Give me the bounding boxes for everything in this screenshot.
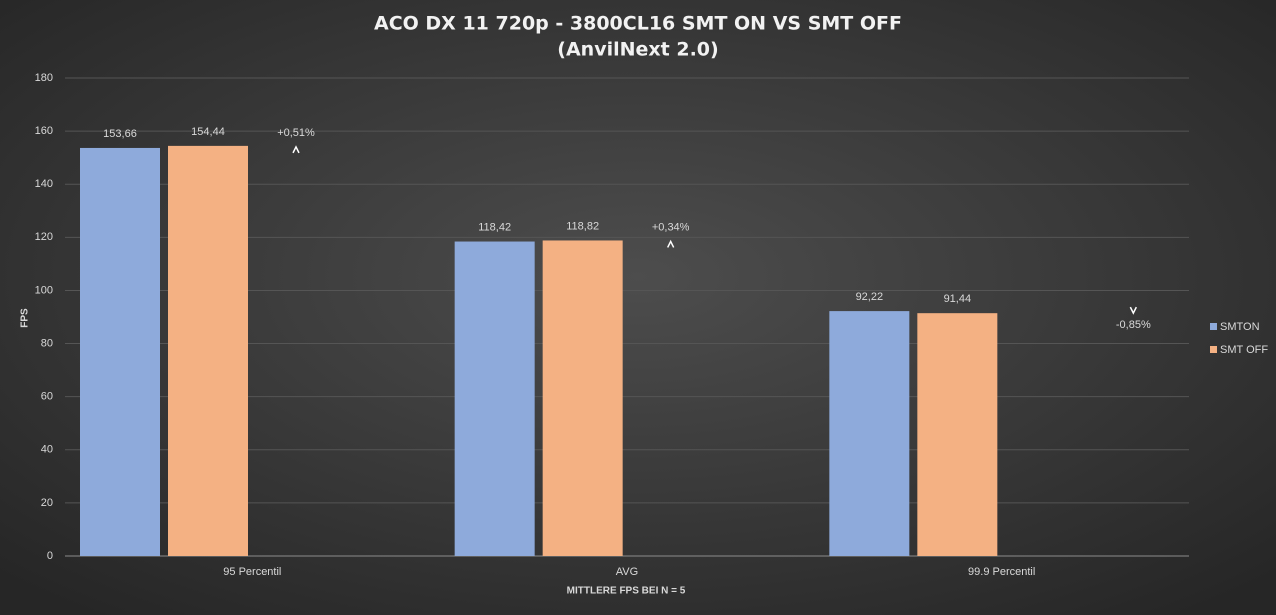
annotation: -0,85% <box>1116 319 1151 331</box>
x-tick-label: 99.9 Percentil <box>968 566 1035 578</box>
y-tick-label: 140 <box>35 178 53 190</box>
y-tick-label: 60 <box>41 391 53 403</box>
legend-label: SMT OFF <box>1220 344 1268 356</box>
data-label: 118,82 <box>566 220 599 232</box>
x-tick-label: AVG <box>616 566 638 578</box>
data-label: 153,66 <box>103 128 137 140</box>
y-tick-label: 100 <box>35 284 53 296</box>
arrow-up <box>666 239 675 248</box>
bar <box>542 240 623 556</box>
annotation: +0,51% <box>277 127 315 139</box>
bar <box>829 311 910 556</box>
x-axis-label: MITTLERE FPS BEI N = 5 <box>567 586 686 597</box>
annotation: +0,34% <box>652 221 690 233</box>
data-label: 118,42 <box>478 221 511 233</box>
bar <box>917 313 998 556</box>
legend-swatch <box>1210 346 1217 353</box>
data-label: 154,44 <box>191 126 225 138</box>
y-tick-label: 20 <box>41 497 53 509</box>
y-tick-label: 0 <box>47 550 53 562</box>
y-tick-label: 80 <box>41 337 53 349</box>
data-label: 91,44 <box>944 293 972 305</box>
x-tick-label: 95 Percentil <box>223 566 281 578</box>
arrow-up <box>292 145 300 154</box>
chart-title: ACO DX 11 720p - 3800CL16 SMT ON VS SMT … <box>374 13 902 35</box>
y-tick-label: 120 <box>35 231 53 243</box>
legend-swatch <box>1210 323 1217 330</box>
legend-label: SMTON <box>1220 321 1260 333</box>
bar <box>80 147 160 556</box>
y-tick-label: 180 <box>35 72 53 84</box>
arrow-down <box>1129 306 1138 315</box>
y-tick-label: 160 <box>35 125 53 137</box>
chart-subtitle: (AnvilNext 2.0) <box>557 39 718 61</box>
bar <box>454 241 535 556</box>
bar <box>168 145 248 556</box>
y-axis-label: FPS <box>20 308 31 328</box>
data-label: 92,22 <box>856 291 884 303</box>
y-tick-label: 40 <box>41 444 53 456</box>
